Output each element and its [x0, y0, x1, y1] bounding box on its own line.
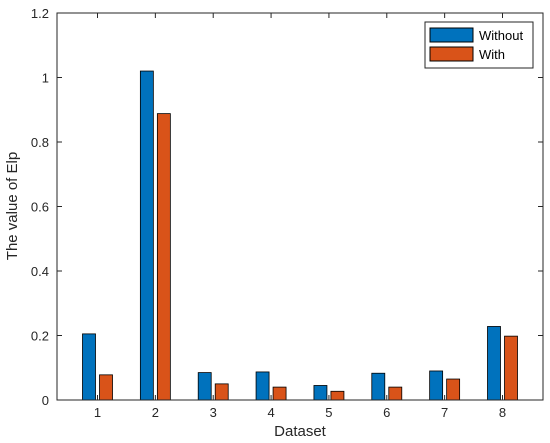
y-tick-labels: 0 0.2 0.4 0.6 0.8 1 1.2 [31, 6, 49, 408]
x-tick-label: 8 [499, 405, 506, 420]
y-tick-label: 0.6 [31, 200, 49, 215]
x-tick-label: 4 [267, 405, 274, 420]
y-tick-label: 0.4 [31, 264, 49, 279]
legend: Without With [424, 21, 534, 69]
bar-with-7 [446, 378, 461, 401]
bar-without-6 [371, 372, 386, 401]
legend-label-without: Without [479, 28, 523, 43]
bar-with-6 [388, 386, 403, 401]
bar-without-1 [82, 333, 96, 401]
y-tick-label: 0.2 [31, 329, 49, 344]
y-tick-label: 0 [42, 393, 49, 408]
legend-swatch-with [429, 46, 474, 62]
y-tick-label: 0.8 [31, 135, 49, 150]
bar-with-4 [272, 386, 287, 401]
plot-area-background [57, 13, 543, 400]
legend-label-with: With [479, 47, 505, 62]
y-axis-title: The value of Elp [4, 152, 21, 260]
bar-with-1 [99, 374, 113, 401]
x-axis-title: Dataset [274, 423, 327, 440]
axes-group [56, 12, 544, 401]
legend-swatch-without [429, 27, 474, 43]
bar-without-8 [487, 326, 501, 401]
x-tick-label: 3 [210, 405, 217, 420]
x-tick-labels: 1 2 3 4 5 6 7 8 [94, 405, 506, 420]
bar-with-3 [214, 383, 229, 401]
bar-without-3 [197, 372, 212, 401]
bar-with-5 [330, 390, 345, 401]
x-tick-label: 1 [94, 405, 101, 420]
bar-without-7 [429, 370, 444, 401]
bars-group [82, 70, 518, 401]
bar-with-2 [156, 113, 171, 401]
x-tick-label: 5 [325, 405, 332, 420]
bar-without-5 [313, 385, 328, 401]
y-tick-label: 1 [42, 71, 49, 86]
x-tick-label: 2 [152, 405, 159, 420]
y-tick-label: 1.2 [31, 6, 49, 21]
bar-without-4 [255, 371, 270, 401]
x-tick-label: 6 [383, 405, 390, 420]
bar-without-2 [139, 70, 154, 401]
x-tick-label: 7 [441, 405, 448, 420]
bar-with-8 [504, 335, 518, 401]
